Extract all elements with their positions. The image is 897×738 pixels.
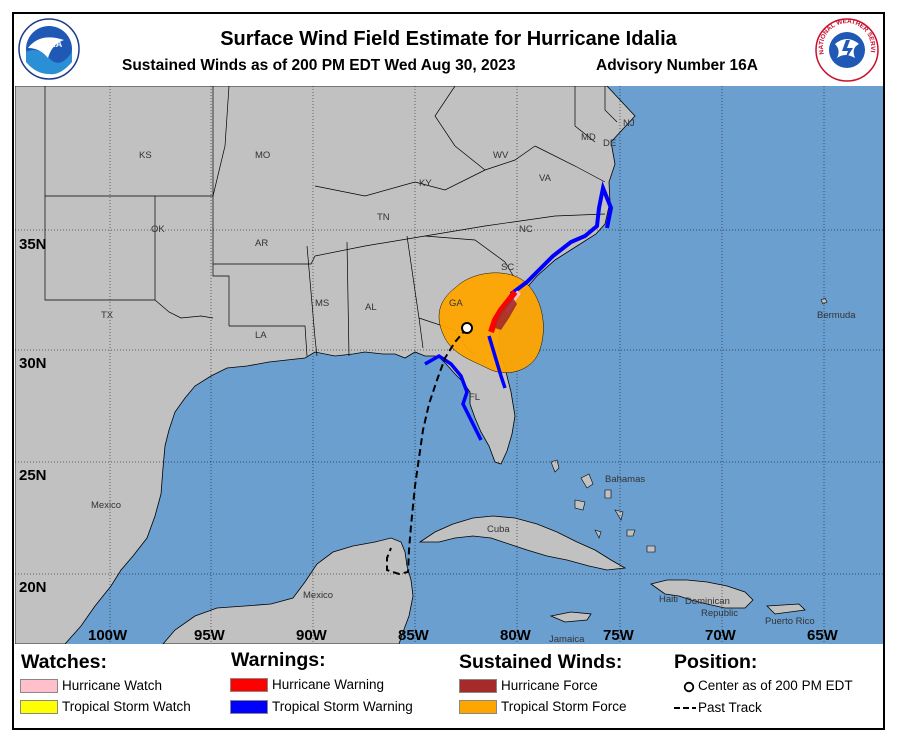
lat-label-25n: 25N [19,467,47,484]
label-tropical-storm-warning: Tropical Storm Warning [272,699,413,714]
page-title: Surface Wind Field Estimate for Hurrican… [220,28,677,50]
noaa-logo-text: NOAA [36,39,63,49]
lon-labels: 100W 95W 90W 85W 80W 75W 70W 65W [88,627,839,644]
label-ky: KY [419,178,432,189]
cuba [418,515,627,571]
swatch-hurricane-watch [20,679,58,693]
label-ks: KS [139,150,152,161]
lon-label-80w: 80W [500,627,532,644]
label-hurricane-watch: Hurricane Watch [62,678,163,693]
us-landmass [15,86,636,644]
label-wv: WV [493,150,509,161]
label-hurricane-warning: Hurricane Warning [272,677,385,692]
swatch-hurricane-warning [230,678,268,692]
state-borders [44,86,618,357]
lon-label-100w: 100W [88,627,128,644]
center-marker-icon [683,681,695,693]
nws-logo: NATIONAL WEATHER SERVICE [815,18,879,82]
label-dominican: Dominican [685,596,730,607]
label-ga: GA [449,298,463,309]
label-mo: MO [255,150,270,161]
lon-label-75w: 75W [603,627,635,644]
label-bermuda: Bermuda [817,310,856,321]
label-va: VA [539,173,552,184]
lon-label-95w: 95W [194,627,226,644]
label-md: MD [581,132,596,143]
legend-watches-heading: Watches: [21,651,107,673]
hurricane-force-wind-field [495,298,517,330]
label-jamaica: Jamaica [549,634,585,644]
label-ok: OK [151,224,165,235]
label-hurricane-force: Hurricane Force [501,678,598,693]
tropical-storm-warning-north [509,181,614,296]
label-la: LA [255,330,267,341]
tropical-storm-warning-gulf [424,353,483,441]
swatch-tropical-storm-warning [230,700,268,714]
noaa-logo: NOAA [18,18,80,80]
label-nc: NC [519,224,533,235]
hurricane-warning [488,290,518,333]
label-ms: MS [315,298,329,309]
swatch-hurricane-force [459,679,497,693]
label-cuba: Cuba [487,524,510,535]
lat-label-35n: 35N [19,236,47,253]
lon-label-90w: 90W [296,627,328,644]
label-de: DE [603,138,616,149]
map-labels: KS MO KY WV VA MD DE NJ OK AR TN NC SC T… [91,118,856,644]
label-tx: TX [101,310,114,321]
label-tn: TN [377,212,390,223]
map: KS MO KY WV VA MD DE NJ OK AR TN NC SC T… [15,86,883,644]
label-tropical-storm-watch: Tropical Storm Watch [62,699,191,714]
label-tropical-storm-force: Tropical Storm Force [501,699,627,714]
label-mexico-north: Mexico [91,500,121,511]
advisory-number: Advisory Number 16A [596,57,758,74]
label-bahamas: Bahamas [605,474,645,485]
label-mexico-yucatan: Mexico [303,590,333,601]
legend-position-heading: Position: [674,651,758,673]
lat-label-20n: 20N [19,579,47,596]
lat-label-30n: 30N [19,355,47,372]
jamaica [549,611,592,623]
label-haiti: Haiti [659,594,678,605]
lat-labels: 35N 30N 25N 20N [19,236,47,596]
label-sc: SC [501,262,514,273]
yucatan-landmass [162,537,414,644]
puerto-rico [766,603,806,615]
subtitle: Sustained Winds as of 200 PM EDT Wed Aug… [122,57,516,74]
label-ar: AR [255,238,268,249]
label-republic: Republic [701,608,738,619]
graticule [15,86,883,644]
label-fl: FL [469,392,480,403]
storm-center-marker [461,322,473,334]
label-puerto-rico: Puerto Rico [765,616,815,627]
hispaniola [650,579,754,609]
header: NOAA Surface Wind Field Estimate for Hur… [14,14,883,84]
swatch-tropical-storm-watch [20,700,58,714]
legend-warnings-heading: Warnings: [231,649,326,671]
legend-winds-heading: Sustained Winds: [459,651,623,673]
label-al: AL [365,302,377,313]
tropical-storm-warning-florida-east [487,335,507,389]
lon-label-65w: 65W [807,627,839,644]
swatch-tropical-storm-force [459,700,497,714]
label-center-position: Center as of 200 PM EDT [698,678,853,693]
label-past-track: Past Track [698,700,762,715]
lon-label-85w: 85W [398,627,430,644]
bermuda-island [820,297,828,305]
graphic-frame: NOAA Surface Wind Field Estimate for Hur… [12,12,885,730]
label-nj: NJ [623,118,635,129]
past-track-icon [674,707,696,709]
lon-label-70w: 70W [705,627,737,644]
bahamas-islands [550,459,656,553]
legend: Watches: Hurricane Watch Tropical Storm … [14,644,883,730]
past-track [386,327,468,576]
